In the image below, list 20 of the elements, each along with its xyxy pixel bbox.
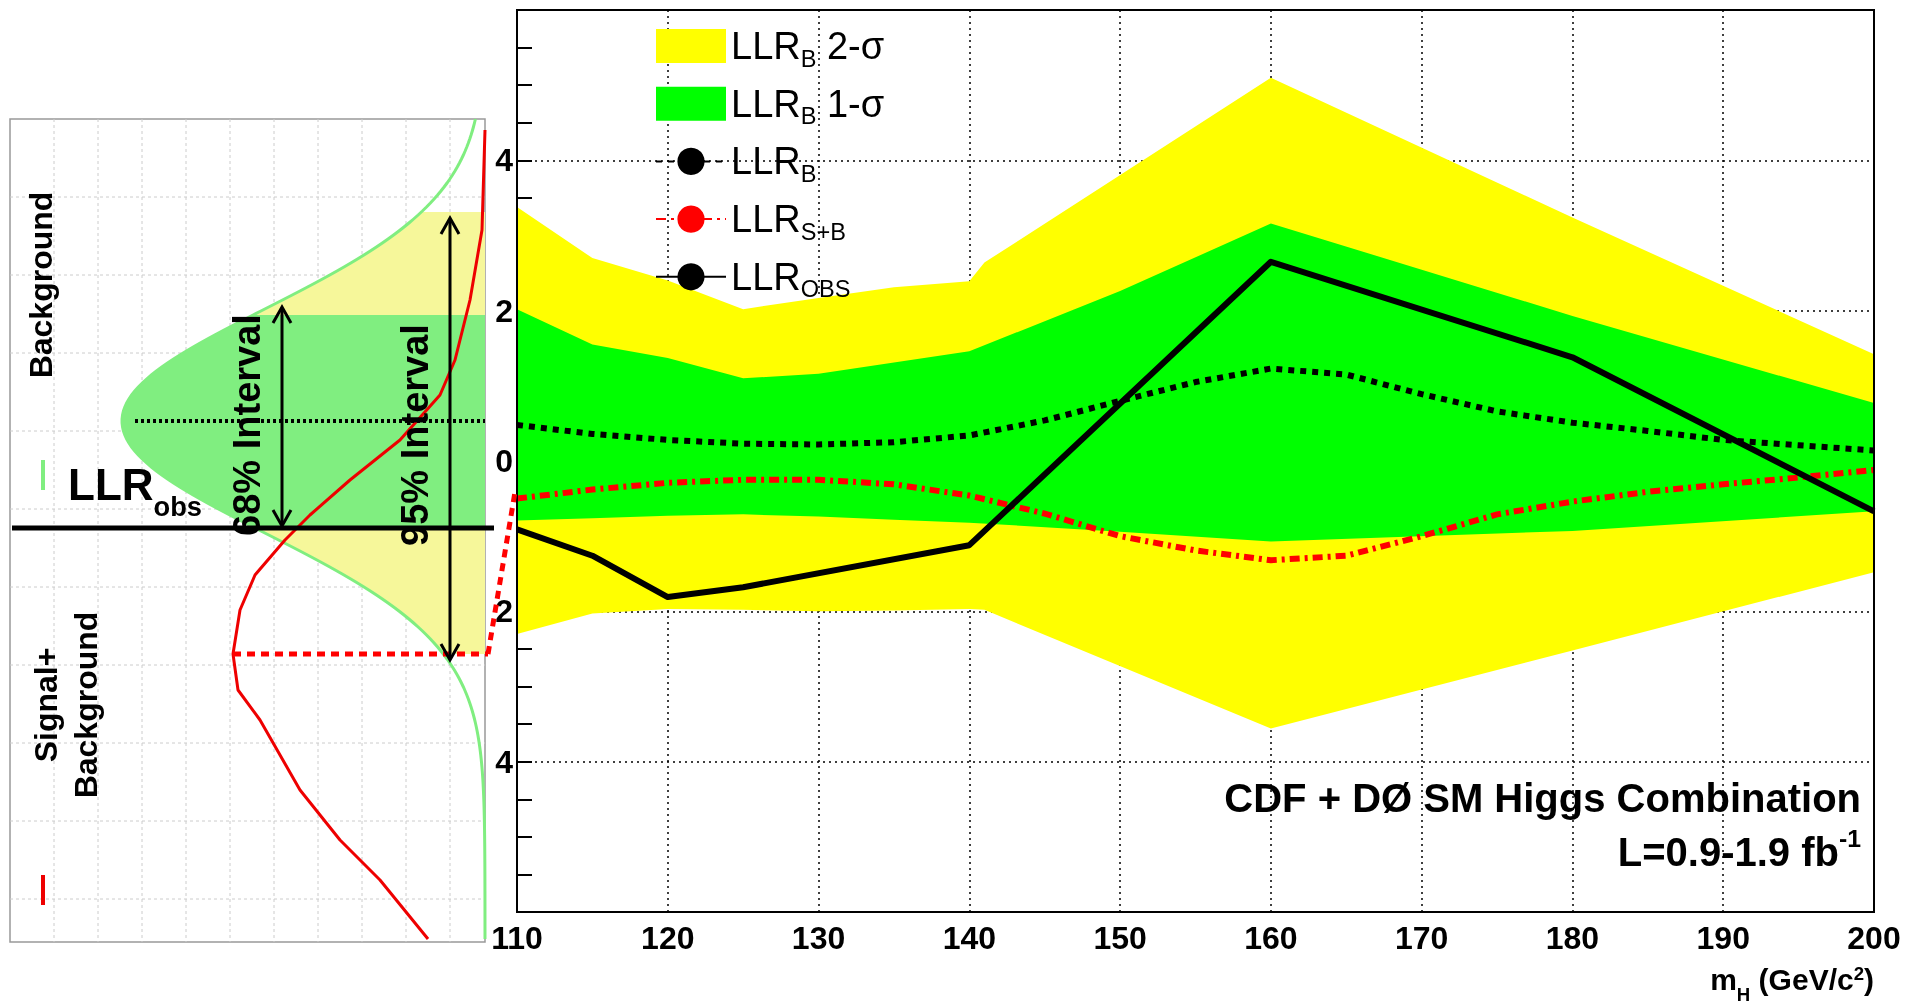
- x-tick-label: 200: [1847, 920, 1901, 956]
- x-tick-label: 170: [1394, 920, 1449, 956]
- x-axis-title: m$_{H}$ (GeV/c$^{2}$): [1710, 962, 1874, 1005]
- x-tick-label: 140: [942, 920, 997, 956]
- y-tick-label: 4: [495, 743, 514, 780]
- y-tick-label: 2: [495, 292, 513, 329]
- x-tick-label: 180: [1545, 920, 1600, 956]
- x-tick-label: 160: [1244, 920, 1298, 956]
- annotation: CDF + DØ SM Higgs Combination: [1224, 776, 1862, 820]
- y-tick-label: 2: [495, 593, 513, 630]
- y-tick-label: 4: [495, 142, 514, 179]
- x-tick-label: 130: [791, 920, 846, 956]
- x-tick-label: 110: [491, 920, 543, 956]
- text: Signal+Background: [28, 611, 104, 799]
- x-tick-label: 150: [1093, 920, 1147, 956]
- text: LLR$_{obs}$: [68, 460, 203, 522]
- text: Background: [23, 191, 60, 379]
- x-tick-label: 190: [1696, 920, 1750, 956]
- y-tick-label: 0: [495, 443, 513, 479]
- x-tick-label: 120: [641, 920, 695, 956]
